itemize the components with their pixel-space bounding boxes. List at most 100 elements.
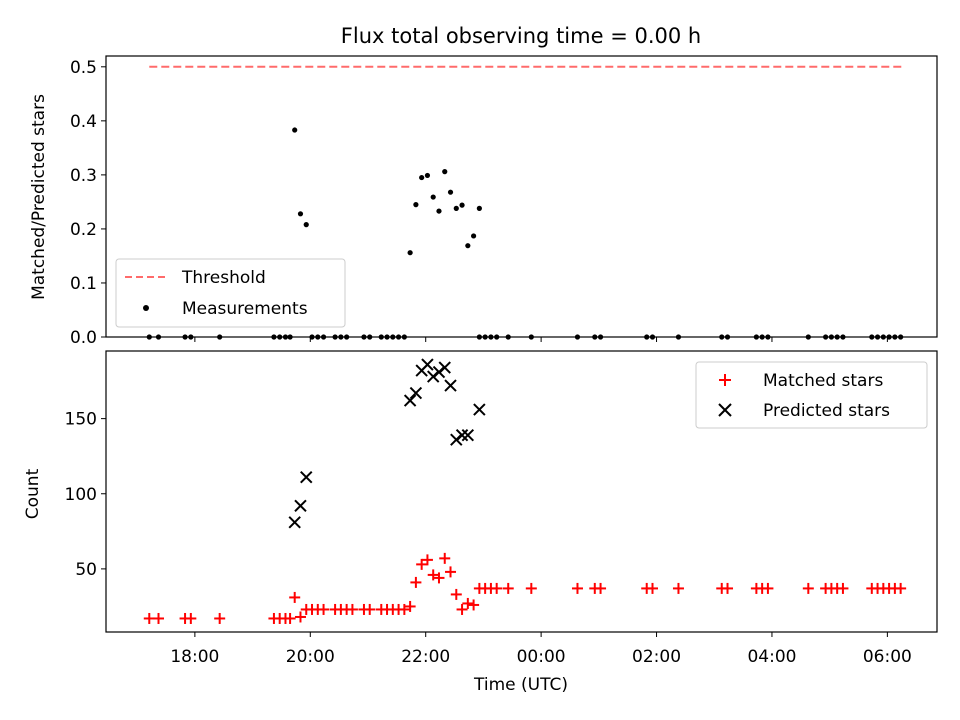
predicted-star-point [288, 516, 301, 529]
matched-star-point [427, 569, 439, 581]
matched-star-point [185, 612, 197, 624]
threshold-legend-label: Threshold [181, 268, 266, 288]
measurement-point [476, 205, 482, 211]
ratio-y-tick-label: 0.5 [70, 58, 97, 78]
predicted-legend-swatch [718, 403, 732, 417]
measurement-point [419, 174, 425, 181]
count-x-ticks: 18:00 20:00 22:00 00:00 02:00 04:00 06:00 [170, 632, 912, 667]
matched-star-point [462, 597, 474, 609]
measurements-legend-swatch [143, 305, 149, 311]
matched-star-point [143, 612, 155, 624]
predicted-star-point [421, 358, 434, 371]
count-x-tick-label: 04:00 [747, 647, 796, 667]
matched-star-point [837, 582, 849, 594]
measurement-point [471, 233, 477, 239]
matched-star-point [410, 576, 422, 588]
matched-star-point [439, 552, 451, 564]
matched-star-point [762, 582, 774, 594]
count-y-axis-label: Count [23, 468, 43, 519]
measurement-point [292, 127, 298, 133]
count-x-tick-label: 06:00 [863, 647, 912, 667]
matched-star-point [416, 558, 428, 570]
measurement-point [436, 208, 442, 214]
matched-star-point [672, 582, 684, 594]
matched-star-point [404, 600, 416, 612]
ratio-y-tick-label: 0.2 [70, 220, 97, 240]
matched-star-point [433, 572, 445, 584]
count-legend-box [695, 361, 928, 429]
count-y-tick-label: 100 [65, 485, 97, 505]
count-y-tick-label: 150 [65, 410, 97, 430]
count-y-tick-label: 50 [75, 560, 97, 580]
matched-star-point [421, 554, 433, 566]
predicted-star-point [438, 361, 451, 374]
matched-star-point [895, 582, 907, 594]
ratio-y-tick-label: 0.4 [70, 112, 97, 132]
matched-star-point [214, 612, 226, 624]
matched-star-point [722, 582, 734, 594]
ratio-y-axis-label: Matched/Predicted stars [29, 94, 49, 300]
predicted-star-point [461, 428, 475, 442]
matched-legend-label: Matched stars [763, 371, 883, 391]
count-x-tick-label: 02:00 [632, 647, 681, 667]
predicted-star-point [473, 403, 486, 416]
count-x-tick-label: 00:00 [517, 647, 566, 667]
count-marks [143, 358, 907, 624]
ratio-legend-box [115, 258, 346, 328]
measurements-legend-label: Measurements [182, 299, 308, 319]
ratio-y-tick-label: 0.3 [70, 166, 97, 186]
count-plot-frame [105, 350, 938, 633]
predicted-star-point [403, 394, 417, 407]
matched-star-point [364, 603, 376, 615]
ratio-x-ticks [194, 337, 888, 342]
matched-star-point [502, 582, 514, 594]
matched-star-point [468, 599, 480, 611]
count-panel: 50 100 150 18:00 20:00 22:00 00:00 02:00 04:00 0… [23, 350, 938, 695]
matched-star-point [450, 588, 462, 600]
matched-star-point [294, 611, 306, 623]
matched-star-point [153, 612, 165, 624]
measurement-point [407, 250, 413, 256]
measurement-point [413, 202, 419, 208]
measurement-point [297, 211, 304, 217]
matched-star-point [318, 603, 330, 615]
ratio-legend: Threshold Measurements [115, 258, 346, 328]
measurement-point [465, 243, 471, 249]
matched-star-point [284, 612, 296, 624]
predicted-star-point [455, 428, 469, 442]
predicted-legend-label: Predicted stars [763, 401, 890, 421]
predicted-star-point [409, 386, 423, 400]
ratio-y-ticks: 0.0 0.1 0.2 0.3 0.4 0.5 [70, 58, 106, 348]
matched-star-point [346, 603, 358, 615]
measurement-point [424, 172, 431, 179]
matched-star-point [445, 566, 457, 578]
count-x-tick-label: 22:00 [401, 647, 450, 667]
count-y-ticks: 50 100 150 [65, 410, 106, 580]
matched-star-point [289, 591, 301, 603]
measurement-point [430, 194, 436, 200]
chart-title: Flux total observing time = 0.00 h [341, 24, 701, 48]
matched-legend-swatch [719, 374, 731, 386]
matched-star-point [525, 582, 537, 594]
matched-star-point [595, 582, 607, 594]
measurement-point [453, 205, 459, 211]
measurement-point [459, 202, 465, 208]
measurement-point [447, 189, 454, 195]
measurement-point [442, 169, 448, 175]
x-axis-label: Time (UTC) [473, 675, 568, 695]
predicted-star-point [294, 499, 307, 512]
matched-star-point [398, 603, 410, 615]
ratio-y-tick-label: 0.1 [70, 274, 97, 294]
predicted-star-point [300, 471, 313, 484]
matched-star-point [491, 582, 503, 594]
matched-star-point [802, 582, 814, 594]
count-x-tick-label: 18:00 [170, 647, 219, 667]
ratio-y-tick-label: 0.0 [70, 328, 97, 348]
predicted-star-point [444, 379, 457, 392]
count-x-tick-label: 20:00 [286, 647, 335, 667]
ratio-panel: 0.0 0.1 0.2 0.3 0.4 0.5 Matched/Predicted sta… [29, 55, 938, 348]
matched-star-point [456, 603, 468, 615]
count-legend: Matched stars Predicted stars [695, 361, 928, 429]
measurement-point [303, 222, 309, 228]
